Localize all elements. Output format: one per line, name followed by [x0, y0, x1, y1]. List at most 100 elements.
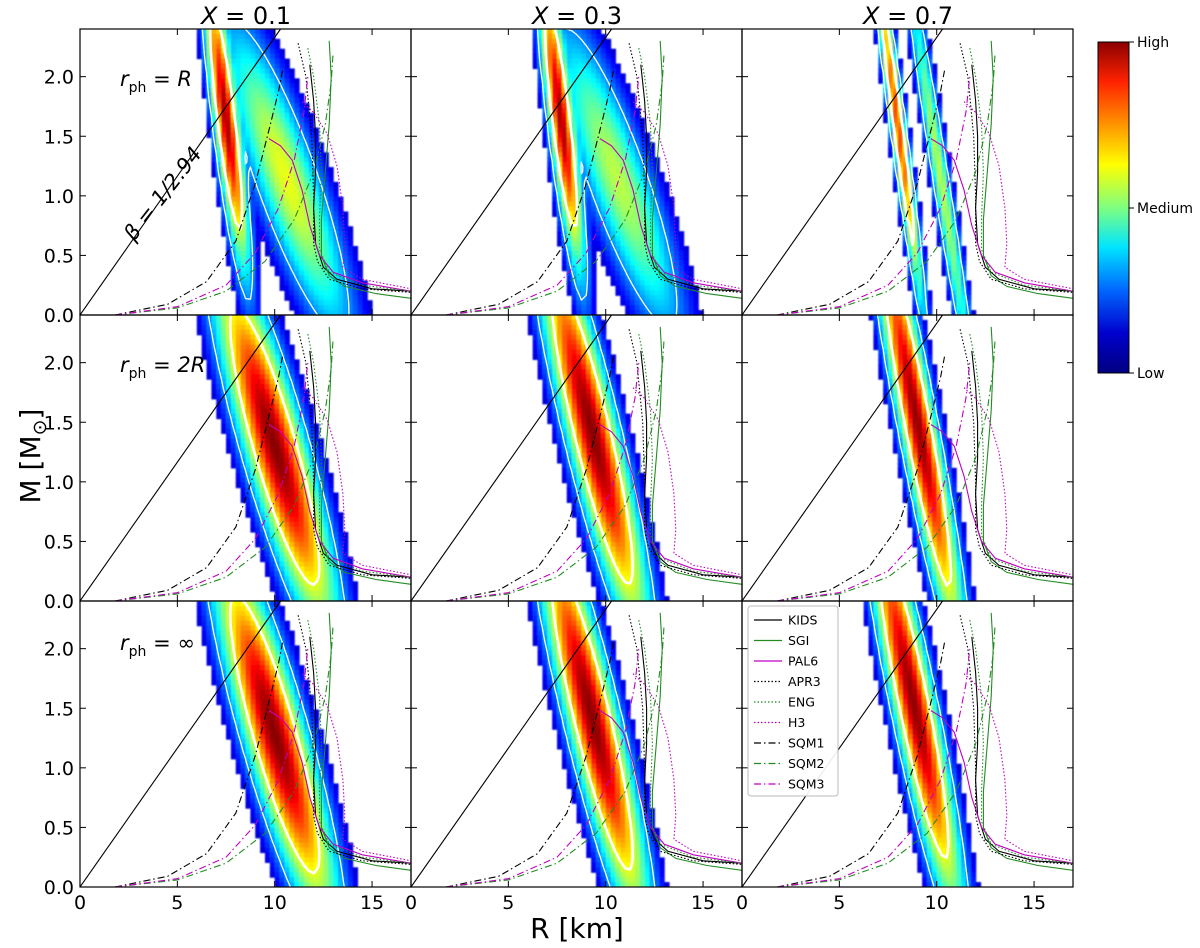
x-tick-label: 10: [925, 892, 949, 914]
eos-curve-sqm2: [445, 338, 665, 601]
eos-curve-h3: [963, 387, 1073, 576]
compactness-limit-line: [411, 29, 613, 315]
eos-curve-sqm1: [776, 356, 946, 601]
y-tick-label: 0.5: [44, 817, 74, 839]
compactness-limit-line: [80, 29, 282, 315]
compactness-limit-line: [80, 315, 282, 601]
eos-curve-pal6: [930, 710, 1073, 864]
eos-curve-sqm1: [114, 70, 284, 315]
eos-curve-sqm2: [776, 52, 996, 315]
eos-curve-sgi: [651, 40, 742, 299]
eos-curve-pal6: [599, 710, 742, 864]
contour-68: [208, 29, 244, 231]
y-tick-label: 1.5: [44, 412, 74, 434]
x-tick-label: 0: [405, 892, 417, 914]
eos-curve-sgi: [982, 612, 1073, 871]
eos-curve-sqm3: [114, 648, 309, 887]
panel-r1-c2: [410, 28, 743, 316]
eos-curve-eng: [638, 47, 742, 292]
legend-item-kids: KIDS: [754, 613, 818, 628]
eos-curve-sqm3: [776, 648, 971, 887]
eos-curve-pal6: [930, 138, 1073, 292]
eos-curve-sqm2: [776, 624, 996, 887]
eos-curve-sqm2: [114, 52, 334, 315]
legend-label: APR3: [788, 674, 821, 689]
eos-curve-eng: [307, 333, 411, 578]
panel-r1-c3: [741, 28, 1074, 316]
eos-curve-sqm1: [776, 70, 946, 315]
panel-r3-c2: 0 5 10 15: [405, 600, 743, 914]
eos-curve-sqm2: [114, 624, 334, 887]
panel-frame: [741, 600, 1074, 888]
legend-label: SGI: [788, 633, 809, 648]
eos-curve-kids: [640, 64, 742, 292]
x-axis-label: R [km]: [530, 912, 624, 945]
contour-95: [877, 29, 970, 315]
legend-item-sqm1: SQM1: [754, 736, 825, 751]
eos-curve-sqm3: [776, 76, 971, 315]
row-label-3: rph = ∞: [120, 631, 195, 660]
panel-grid: 0.00.51.01.52.00.00.51.01.52.00 5 10 150.00…: [44, 28, 1074, 914]
legend-item-sqm3: SQM3: [754, 777, 825, 792]
eos-curve-sgi: [320, 40, 411, 299]
x-tick-label: 5: [502, 892, 514, 914]
eos-curve-eng: [307, 619, 411, 864]
eos-curve-kids: [971, 636, 1073, 864]
colorbar-label-medium: Medium: [1137, 201, 1193, 217]
row-label-1: rph = R: [120, 67, 192, 96]
contour-95: [876, 315, 968, 601]
eos-curve-sqm3: [445, 648, 640, 887]
panel-r2-c2: [410, 314, 743, 602]
beta-annotation: β = 1/2.94: [118, 142, 206, 245]
colorbar-label-high: High: [1137, 35, 1169, 51]
x-tick-label: 15: [1022, 892, 1046, 914]
column-title-3: X = 0.7: [861, 2, 953, 30]
eos-curve-kids: [971, 64, 1073, 292]
eos-curve-eng: [638, 619, 742, 864]
eos-curve-apr3: [959, 43, 1073, 293]
density-map: [873, 29, 977, 315]
eos-curve-sqm1: [114, 356, 284, 601]
eos-curve-sqm2: [776, 338, 996, 601]
legend-item-apr3: APR3: [754, 674, 821, 689]
eos-curve-sgi: [982, 40, 1073, 299]
legend-item-pal6: PAL6: [754, 654, 818, 669]
panel-r3-c3: 0 5 10 15: [736, 600, 1074, 914]
eos-curve-apr3: [959, 329, 1073, 579]
eos-curve-kids: [640, 350, 742, 578]
compactness-limit-line: [742, 29, 944, 315]
legend: KIDS SGI PAL6 APR3 ENG H3 SQM1 SQM2 SQM3: [747, 605, 839, 797]
panel-r2-c3: [741, 314, 1074, 602]
contour-95: [869, 601, 969, 887]
contour-68: [543, 29, 579, 227]
eos-curve-pal6: [268, 710, 411, 864]
compactness-limit-line: [411, 601, 613, 887]
compactness-limit-line: [742, 601, 944, 887]
legend-label: ENG: [788, 695, 815, 710]
y-tick-label: 1.0: [44, 472, 74, 494]
y-tick-label: 1.0: [44, 758, 74, 780]
eos-curve-kids: [309, 64, 411, 292]
eos-curve-kids: [309, 636, 411, 864]
eos-curve-eng: [969, 333, 1073, 578]
legend-label: KIDS: [788, 613, 818, 628]
density-map: [196, 601, 359, 887]
contour-68: [551, 601, 634, 871]
legend-item-sqm2: SQM2: [754, 756, 825, 771]
eos-curve-kids: [640, 636, 742, 864]
x-tick-label: 10: [594, 892, 618, 914]
eos-curve-sgi: [320, 326, 411, 585]
x-tick-label: 10: [263, 892, 287, 914]
colorbar-gradient: [1097, 41, 1130, 374]
column-title-1: X = 0.1: [199, 2, 291, 30]
eos-curve-pal6: [599, 424, 742, 578]
legend-label: SQM3: [788, 777, 825, 792]
density-map: [196, 29, 373, 315]
y-tick-label: 0.5: [44, 531, 74, 553]
eos-curve-h3: [963, 101, 1073, 290]
contour-68: [551, 315, 634, 585]
eos-curve-pal6: [268, 424, 411, 578]
y-tick-label: 0.0: [44, 591, 74, 613]
legend-label: SQM1: [788, 736, 825, 751]
y-tick-label: 0.0: [44, 305, 74, 327]
